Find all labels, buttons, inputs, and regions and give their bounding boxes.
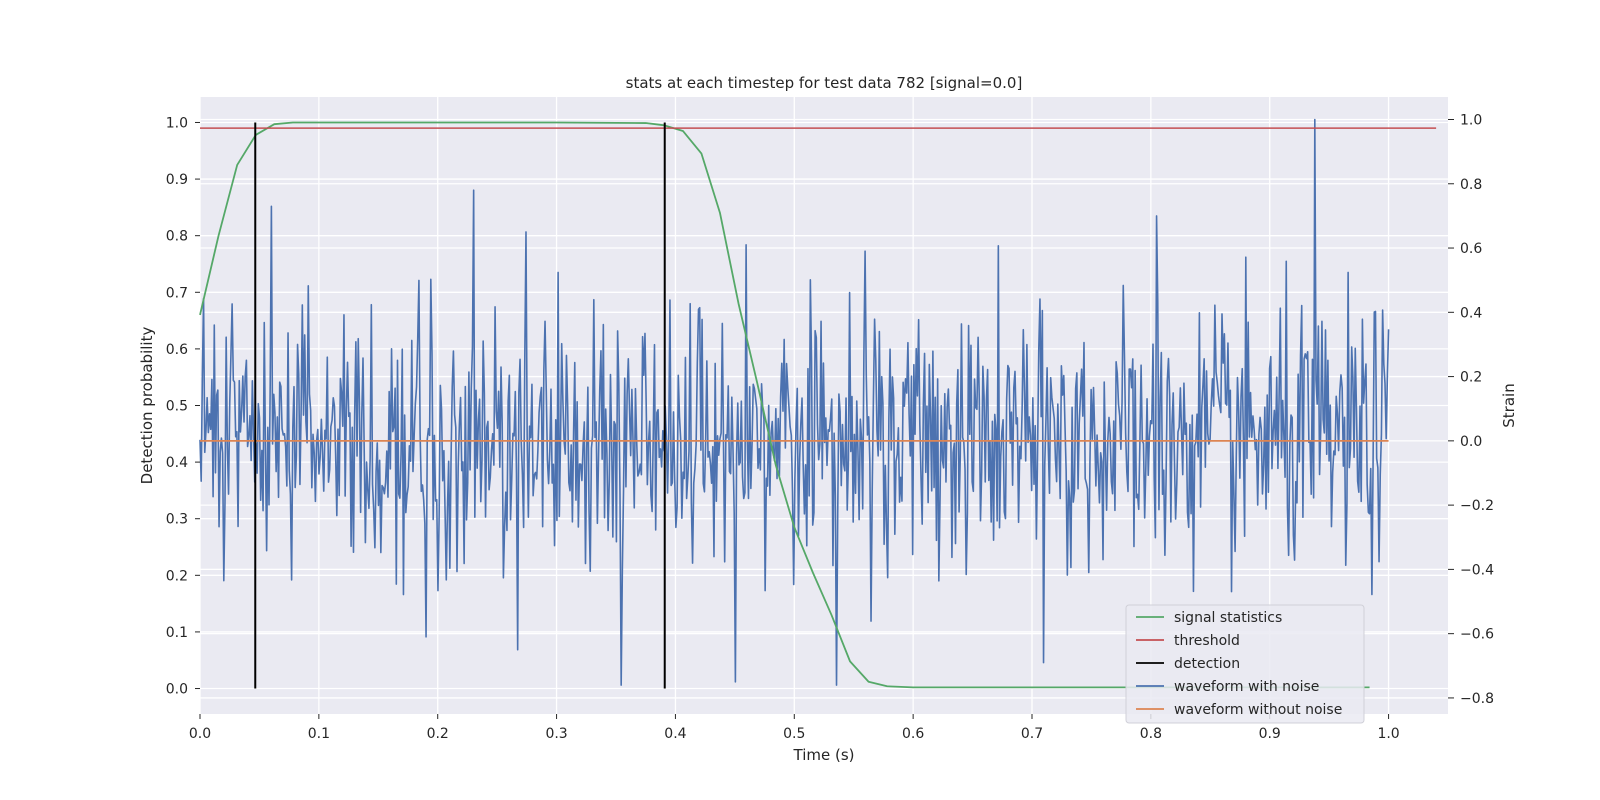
legend-entry-detection: detection [1174, 656, 1240, 672]
legend: signal statistics threshold detection wa… [1125, 604, 1365, 724]
y-axis-right: −0.8 −0.6 −0.4 −0.2 0.0 0.2 0.4 0.6 0.8 1.0 [1448, 112, 1494, 707]
y-left-tick-label: 0.5 [166, 399, 188, 415]
y-left-tick-label: 0.3 [166, 512, 188, 528]
legend-box [1125, 604, 1365, 724]
legend-entry-waveform-without-noise: waveform without noise [1174, 702, 1342, 718]
legend-entry-waveform-with-noise: waveform with noise [1174, 679, 1319, 695]
y-right-tick-label: −0.8 [1460, 691, 1494, 707]
detection-lines [254, 122, 666, 689]
x-tick-label: 0.2 [427, 726, 449, 742]
x-tick-label: 0.5 [783, 726, 805, 742]
legend-entry-threshold: threshold [1174, 633, 1240, 649]
x-tick-label: 0.6 [902, 726, 924, 742]
y-left-tick-label: 0.9 [166, 172, 188, 188]
y-left-tick-label: 0.6 [166, 342, 188, 358]
y-left-tick-label: 0.0 [166, 682, 188, 698]
legend-entry-signal-statistics: signal statistics [1174, 610, 1282, 626]
y-right-tick-label: 0.4 [1460, 305, 1482, 321]
y-right-tick-label: −0.6 [1460, 627, 1494, 643]
y-left-tick-label: 0.8 [166, 229, 188, 245]
x-axis: 0.0 0.1 0.2 0.3 0.4 0.5 0.6 0.7 0.8 0.9 1.0 [189, 714, 1400, 742]
chart-title: stats at each timestep for test data 782… [626, 74, 1023, 92]
x-tick-label: 0.3 [545, 726, 567, 742]
y-axis-left-label: Detection probability [138, 327, 156, 485]
y-right-tick-label: 1.0 [1460, 112, 1482, 128]
y-axis-left: 0.0 0.1 0.2 0.3 0.4 0.5 0.6 0.7 0.8 0.9 1.0 [166, 115, 200, 698]
x-tick-label: 0.0 [189, 726, 211, 742]
y-left-tick-label: 0.1 [166, 625, 188, 641]
y-left-tick-label: 0.7 [166, 285, 188, 301]
y-left-tick-label: 1.0 [166, 115, 188, 131]
series-layer [199, 118, 1437, 689]
y-right-tick-label: −0.4 [1460, 562, 1494, 578]
x-tick-label: 1.0 [1377, 726, 1399, 742]
x-tick-label: 0.4 [664, 726, 686, 742]
x-tick-label: 0.7 [1021, 726, 1043, 742]
x-tick-label: 0.1 [308, 726, 330, 742]
y-right-tick-label: −0.2 [1460, 498, 1494, 514]
x-axis-label: Time (s) [793, 746, 855, 764]
x-tick-label: 0.8 [1140, 726, 1162, 742]
y-axis-right-label: Strain [1500, 383, 1518, 427]
y-right-tick-label: 0.6 [1460, 241, 1482, 257]
x-tick-label: 0.9 [1259, 726, 1281, 742]
waveform-with-noise-line [199, 118, 1390, 686]
y-right-tick-label: 0.8 [1460, 177, 1482, 193]
y-left-tick-label: 0.4 [166, 455, 188, 471]
y-left-tick-label: 0.2 [166, 568, 188, 584]
signal-statistics-line [199, 121, 1370, 689]
y-right-tick-label: 0.2 [1460, 370, 1482, 386]
y-right-tick-label: 0.0 [1460, 434, 1482, 450]
